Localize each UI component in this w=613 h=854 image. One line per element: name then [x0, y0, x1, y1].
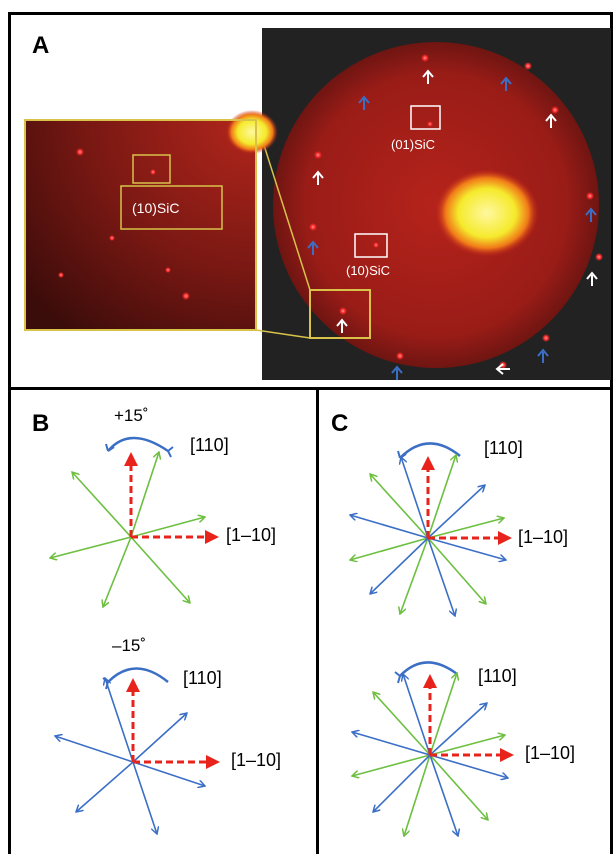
blue-arrow-markers	[307, 76, 597, 380]
direction-1-10-b-bottom: [1–10]	[231, 750, 282, 770]
white-arrow-markers	[312, 69, 598, 375]
panel-c-top-diagram	[350, 442, 512, 616]
leed-pattern-image	[262, 28, 611, 380]
panel-label-a: A	[32, 32, 50, 59]
direction-110-c-bottom: [110]	[478, 666, 517, 686]
leed-inset-zoom	[24, 110, 311, 339]
direction-1-10-b-top: [1–10]	[226, 525, 277, 545]
label-01-sic: (01)SiC	[391, 137, 435, 152]
angle-plus-15: +15˚	[114, 406, 149, 425]
direction-1-10-c-bottom: [1–10]	[525, 743, 576, 763]
panel-label-c: C	[331, 410, 349, 437]
panel-c-frame	[316, 387, 613, 854]
direction-110-b-top: [110]	[190, 435, 229, 455]
direction-110-c-top: [110]	[484, 438, 523, 458]
direction-1-10-c-top: [1–10]	[518, 527, 569, 547]
panel-b-bottom-diagram	[55, 667, 220, 835]
label-10-sic-inset: (10)SiC	[132, 200, 179, 216]
panel-label-b: B	[32, 410, 50, 437]
angle-minus-15: –15˚	[112, 636, 147, 655]
diffraction-spots	[309, 54, 603, 369]
panel-b-top-diagram	[50, 436, 219, 607]
panel-c-bottom-diagram	[352, 661, 514, 836]
direction-110-b-bottom: [110]	[183, 668, 222, 688]
label-10-sic-main: (10)SiC	[346, 263, 390, 278]
